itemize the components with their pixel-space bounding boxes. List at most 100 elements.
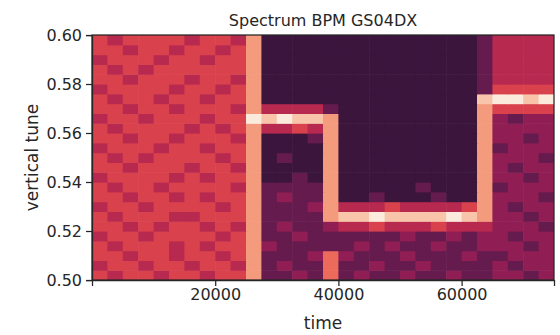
heatmap-cell — [462, 143, 478, 153]
heatmap-cell — [246, 133, 262, 143]
heatmap-cell — [169, 162, 185, 172]
plot-frame — [92, 35, 554, 280]
heatmap-cell — [215, 104, 231, 114]
heatmap-cell — [277, 64, 293, 74]
heatmap-cell — [323, 162, 339, 172]
heatmap-cell — [154, 182, 170, 192]
heatmap-cell — [169, 123, 185, 133]
heatmap-cell — [354, 251, 370, 261]
heatmap-cell — [477, 35, 493, 45]
heatmap-cell — [92, 55, 108, 65]
heatmap-cell — [492, 202, 508, 212]
heatmap-cell — [492, 113, 508, 123]
heatmap-cell — [246, 251, 262, 261]
heatmap-cell — [539, 241, 554, 251]
heatmap-cell — [123, 241, 139, 251]
x-tick: 20000 — [190, 280, 241, 304]
heatmap-cell — [477, 133, 493, 143]
heatmap-cell — [92, 221, 108, 231]
heatmap-cell — [354, 55, 370, 65]
heatmap-cell — [277, 182, 293, 192]
heatmap-cell — [446, 143, 462, 153]
heatmap-cell — [200, 172, 216, 182]
heatmap-cell — [246, 192, 262, 202]
heatmap-cell — [184, 153, 200, 163]
heatmap-cell — [261, 35, 277, 45]
heatmap-cell — [477, 270, 493, 280]
heatmap-cell — [338, 35, 354, 45]
heatmap-cell — [369, 221, 385, 231]
heatmap-cell — [169, 172, 185, 182]
heatmap-cell — [92, 270, 108, 280]
heatmap-cell — [523, 202, 539, 212]
heatmap-cell — [184, 45, 200, 55]
heatmap-cell — [184, 202, 200, 212]
heatmap-cell — [523, 241, 539, 251]
heatmap-cell — [231, 123, 247, 133]
heatmap-cell — [354, 231, 370, 241]
heatmap-cell — [431, 251, 447, 261]
heatmap-cell — [323, 211, 339, 221]
x-tick-label: 60000 — [437, 285, 488, 304]
heatmap-cell — [431, 172, 447, 182]
heatmap-cell — [385, 162, 401, 172]
heatmap-cell — [462, 55, 478, 65]
heatmap-cell — [231, 143, 247, 153]
heatmap-cell — [508, 241, 524, 251]
heatmap-cell — [292, 251, 308, 261]
heatmap-cell — [92, 231, 108, 241]
heatmap-cell — [369, 35, 385, 45]
heatmap-cell — [539, 202, 554, 212]
heatmap-cell — [369, 55, 385, 65]
heatmap-cell — [431, 162, 447, 172]
heatmap-cell — [492, 64, 508, 74]
heatmap-cell — [169, 182, 185, 192]
heatmap-cell — [277, 113, 293, 123]
heatmap-cell — [308, 64, 324, 74]
heatmap-cell — [277, 74, 293, 84]
heatmap-cell — [462, 251, 478, 261]
heatmap-cell — [200, 94, 216, 104]
heatmap-cell — [261, 260, 277, 270]
heatmap-cell — [138, 202, 154, 212]
heatmap-cell — [539, 123, 554, 133]
heatmap-cell — [215, 55, 231, 65]
heatmap-cell — [277, 162, 293, 172]
heatmap-cell — [231, 45, 247, 55]
heatmap-cell — [323, 94, 339, 104]
heatmap-cell — [431, 74, 447, 84]
heatmap-cell — [477, 192, 493, 202]
heatmap-cell — [215, 192, 231, 202]
heatmap-cell — [154, 241, 170, 251]
heatmap-cell — [431, 94, 447, 104]
heatmap-cell — [154, 94, 170, 104]
heatmap-cell — [400, 221, 416, 231]
heatmap-cell — [292, 211, 308, 221]
heatmap-cell — [492, 192, 508, 202]
heatmap-cell — [261, 64, 277, 74]
heatmap-cell — [107, 64, 123, 74]
heatmap-cell — [138, 84, 154, 94]
heatmap-cell — [446, 241, 462, 251]
heatmap-cell — [138, 113, 154, 123]
heatmap-cell — [492, 74, 508, 84]
heatmap-cell — [261, 153, 277, 163]
heatmap-cell — [523, 74, 539, 84]
heatmap-cell — [446, 192, 462, 202]
heatmap-cell — [477, 182, 493, 192]
heatmap-cell — [477, 94, 493, 104]
heatmap-cell — [354, 270, 370, 280]
heatmap-cell — [462, 64, 478, 74]
heatmap-cell — [354, 45, 370, 55]
heatmap-cell — [400, 211, 416, 221]
heatmap-cell — [446, 172, 462, 182]
heatmap-cell — [446, 45, 462, 55]
heatmap-cell — [200, 123, 216, 133]
heatmap-cell — [154, 251, 170, 261]
heatmap-cell — [231, 221, 247, 231]
heatmap-cell — [354, 153, 370, 163]
heatmap-cell — [400, 270, 416, 280]
heatmap-cell — [462, 182, 478, 192]
heatmap-cell — [277, 133, 293, 143]
heatmap-cell — [385, 231, 401, 241]
